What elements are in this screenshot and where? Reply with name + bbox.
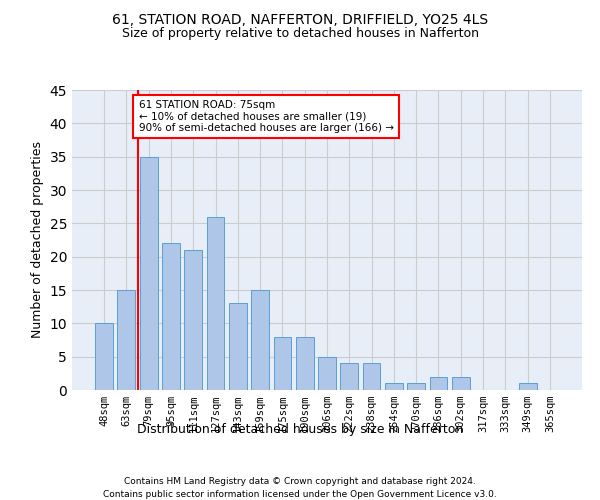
Y-axis label: Number of detached properties: Number of detached properties [31,142,44,338]
Bar [340,364,358,390]
Bar [385,384,403,390]
Bar [162,244,180,390]
Bar [140,156,158,390]
Text: 61 STATION ROAD: 75sqm
← 10% of detached houses are smaller (19)
90% of semi-det: 61 STATION ROAD: 75sqm ← 10% of detached… [139,100,394,133]
Bar [274,336,292,390]
Bar [251,290,269,390]
Text: 61, STATION ROAD, NAFFERTON, DRIFFIELD, YO25 4LS: 61, STATION ROAD, NAFFERTON, DRIFFIELD, … [112,12,488,26]
Bar [362,364,380,390]
Bar [407,384,425,390]
Bar [118,290,136,390]
Bar [518,384,536,390]
Text: Contains HM Land Registry data © Crown copyright and database right 2024.: Contains HM Land Registry data © Crown c… [124,478,476,486]
Text: Distribution of detached houses by size in Nafferton: Distribution of detached houses by size … [137,422,463,436]
Text: Contains public sector information licensed under the Open Government Licence v3: Contains public sector information licen… [103,490,497,499]
Bar [95,324,113,390]
Bar [229,304,247,390]
Bar [296,336,314,390]
Bar [318,356,336,390]
Bar [430,376,448,390]
Text: Size of property relative to detached houses in Nafferton: Size of property relative to detached ho… [121,28,479,40]
Bar [184,250,202,390]
Bar [206,216,224,390]
Bar [452,376,470,390]
